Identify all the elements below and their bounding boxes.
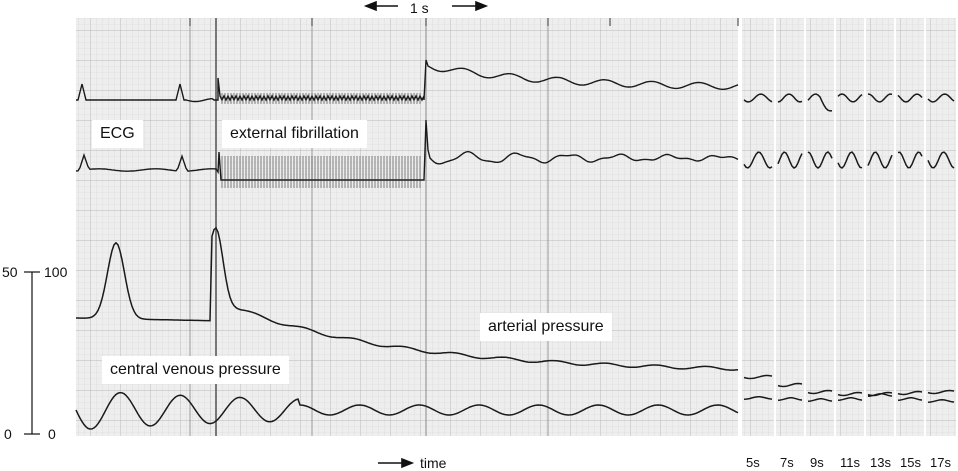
snapshot-ecg-upper xyxy=(807,93,833,112)
ecg-lower-trace xyxy=(75,119,739,181)
time-axis-label: time xyxy=(420,455,447,471)
ecg-label: ECG xyxy=(92,120,143,148)
snapshot-ecg-upper xyxy=(777,93,803,103)
ecg-upper-trace xyxy=(76,59,739,103)
snapshot-time-label: 17s xyxy=(930,455,951,470)
snapshot-time-label: 9s xyxy=(810,455,824,470)
snapshot-venous xyxy=(777,397,803,401)
snapshot-venous xyxy=(743,396,773,400)
central-venous-pressure-label: central venous pressure xyxy=(102,356,289,384)
snapshot-ecg-lower xyxy=(897,151,923,169)
snapshot-time-label: 5s xyxy=(746,455,760,470)
pressure-scale-axis xyxy=(24,271,40,435)
snapshot-strips xyxy=(742,18,956,436)
snapshot-arterial xyxy=(897,390,923,396)
snapshot-ecg-upper xyxy=(837,93,863,103)
snapshot-venous xyxy=(867,393,893,397)
snapshot-venous xyxy=(897,397,923,401)
snapshot-time-label: 11s xyxy=(840,455,860,470)
scale-bar-label: 1 s xyxy=(410,0,429,16)
time-arrow xyxy=(378,457,415,469)
scale-right-bottom: 0 xyxy=(48,426,56,442)
snapshot-ecg-lower xyxy=(807,151,833,169)
snapshot-ecg-lower xyxy=(837,151,863,169)
snapshot-venous xyxy=(927,399,955,403)
snapshot-venous xyxy=(837,397,863,401)
pressure-traces xyxy=(75,226,739,430)
snapshot-arterial xyxy=(807,389,833,395)
snapshot-arterial xyxy=(927,389,955,395)
snapshot-ecg-lower xyxy=(777,151,803,169)
snapshot-time-label: 13s xyxy=(870,455,891,470)
snapshot-ecg-upper xyxy=(927,93,955,103)
snapshot-arterial xyxy=(837,391,863,397)
snapshot-arterial xyxy=(743,374,773,380)
scale-right-top: 100 xyxy=(44,264,68,280)
snapshot-ecg-lower xyxy=(927,151,955,169)
snapshot-ecg-upper xyxy=(897,93,923,103)
ecg-traces xyxy=(75,59,739,181)
snapshot-ecg-upper xyxy=(867,93,893,103)
scale-left-top: 50 xyxy=(2,264,18,280)
arterial-pressure-trace xyxy=(76,226,739,371)
snapshot-arterial xyxy=(777,382,803,388)
arterial-pressure-label: arterial pressure xyxy=(480,313,612,341)
scale-bar-arrows xyxy=(363,0,489,12)
snapshot-ecg-upper xyxy=(743,93,773,103)
fibrillation-artifact xyxy=(221,93,421,188)
snapshot-traces xyxy=(743,93,955,403)
scale-left-bottom: 0 xyxy=(4,426,12,442)
snapshot-ecg-lower xyxy=(743,151,773,169)
snapshot-venous xyxy=(807,398,833,402)
snapshot-time-label: 15s xyxy=(900,455,921,470)
top-time-ticks xyxy=(189,18,739,26)
central-venous-pressure-trace xyxy=(75,391,739,430)
snapshot-time-label: 7s xyxy=(780,455,794,470)
snapshot-ecg-lower xyxy=(867,151,893,169)
fibrillation-label: external fibrillation xyxy=(222,120,367,148)
